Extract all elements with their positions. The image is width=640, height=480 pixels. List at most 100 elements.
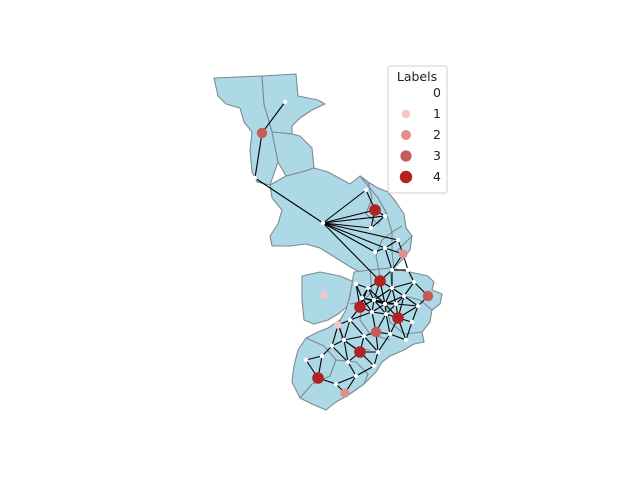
adjacency-edge: [347, 361, 357, 377]
node-label-0: [371, 363, 377, 369]
adjacency-edge: [384, 247, 393, 271]
node-label-0: [375, 349, 381, 355]
node-label-0: [303, 357, 309, 363]
adjacency-edge: [331, 345, 349, 363]
adjacency-edge: [385, 303, 397, 315]
node-label-0: [372, 249, 378, 255]
node-label-3: [370, 326, 382, 338]
adjacency-edge: [343, 335, 365, 341]
label-nodes-layer: [252, 99, 434, 398]
adjacency-edge: [349, 311, 373, 321]
adjacency-edge: [391, 281, 415, 289]
adjacency-edge: [321, 345, 333, 357]
adjacency-edge: [371, 303, 386, 313]
node-label-0: [365, 285, 371, 291]
adjacency-edge: [384, 295, 405, 305]
node-label-1: [320, 291, 328, 299]
legend: Labels 0 1 2 3 4: [387, 65, 448, 194]
node-label-0: [382, 301, 388, 307]
adjacency-edge: [355, 365, 375, 377]
adjacency-edge: [261, 101, 286, 134]
node-label-0: [347, 317, 353, 323]
legend-label-0: 0: [433, 85, 441, 100]
adjacency-edge: [389, 333, 407, 341]
adjacency-edge: [403, 281, 415, 297]
node-label-0: [363, 187, 369, 193]
node-label-0: [369, 309, 375, 315]
node-label-0: [319, 353, 325, 359]
node-label-0: [353, 281, 359, 287]
node-label-0: [405, 267, 411, 273]
adjacency-edge: [411, 305, 419, 323]
node-label-0: [371, 297, 377, 303]
node-label-4: [354, 346, 366, 358]
node-label-0: [359, 295, 365, 301]
adjacency-edge: [322, 215, 386, 224]
adjacency-edge: [355, 283, 363, 299]
node-label-0: [387, 331, 393, 337]
node-label-0: [329, 343, 335, 349]
adjacency-edge: [322, 222, 386, 249]
adjacency-edge: [405, 321, 413, 341]
adjacency-edge: [371, 311, 387, 315]
adjacency-edge: [349, 319, 365, 337]
node-label-0: [353, 373, 359, 379]
node-label-0: [341, 337, 347, 343]
adjacency-edge: [322, 222, 381, 282]
adjacency-edge: [373, 351, 379, 367]
adjacency-edge: [385, 313, 391, 335]
adjacency-edge: [322, 209, 376, 224]
adjacency-edge: [407, 269, 415, 283]
legend-label-4: 4: [433, 169, 441, 184]
node-label-0: [393, 301, 399, 307]
node-label-4: [392, 312, 404, 324]
adjacency-edge: [370, 215, 386, 229]
adjacency-edge: [322, 222, 372, 229]
legend-marker-3: [400, 150, 412, 162]
node-label-0: [382, 213, 388, 219]
adjacency-edge: [305, 355, 323, 361]
adjacency-edge: [361, 297, 373, 313]
node-label-2: [398, 249, 408, 259]
region-east-upper: [359, 175, 413, 269]
adjacency-edge: [335, 375, 357, 385]
legend-items: 0 1 2 3 4: [399, 85, 441, 184]
legend-label-1: 1: [433, 106, 441, 121]
adjacency-edge: [391, 287, 397, 305]
node-label-0: [411, 279, 417, 285]
district-border-10: [395, 235, 413, 253]
node-label-1: [334, 321, 342, 329]
node-label-0: [415, 303, 421, 309]
district-border-7: [375, 231, 393, 277]
region-northwest-east: [261, 73, 326, 135]
node-label-0: [403, 337, 409, 343]
node-label-0: [252, 175, 258, 181]
adjacency-edge: [377, 333, 391, 353]
node-label-2: [340, 388, 350, 398]
legend-title: Labels: [397, 69, 437, 84]
node-label-0: [409, 319, 415, 325]
adjacency-edge: [395, 303, 419, 307]
node-label-0: [389, 267, 395, 273]
node-label-0: [361, 333, 367, 339]
adjacency-edge: [403, 295, 419, 307]
adjacency-edge: [367, 287, 375, 301]
legend-frame: [387, 65, 448, 194]
node-label-0: [383, 311, 389, 317]
legend-marker-2: [401, 130, 411, 140]
adjacency-edge: [363, 335, 379, 353]
legend-label-3: 3: [433, 148, 441, 163]
adjacency-edge: [384, 287, 393, 305]
legend-marker-1: [401, 109, 411, 119]
node-label-3: [422, 290, 434, 302]
node-label-0: [389, 285, 395, 291]
node-label-4: [354, 301, 366, 313]
node-label-0: [333, 381, 339, 387]
adjacency-edge: [322, 189, 367, 224]
legend-label-2: 2: [433, 127, 441, 142]
adjacency-edge: [322, 222, 399, 241]
adjacency-edge: [254, 177, 324, 224]
node-label-4: [374, 275, 386, 287]
district-border-9: [391, 225, 403, 233]
